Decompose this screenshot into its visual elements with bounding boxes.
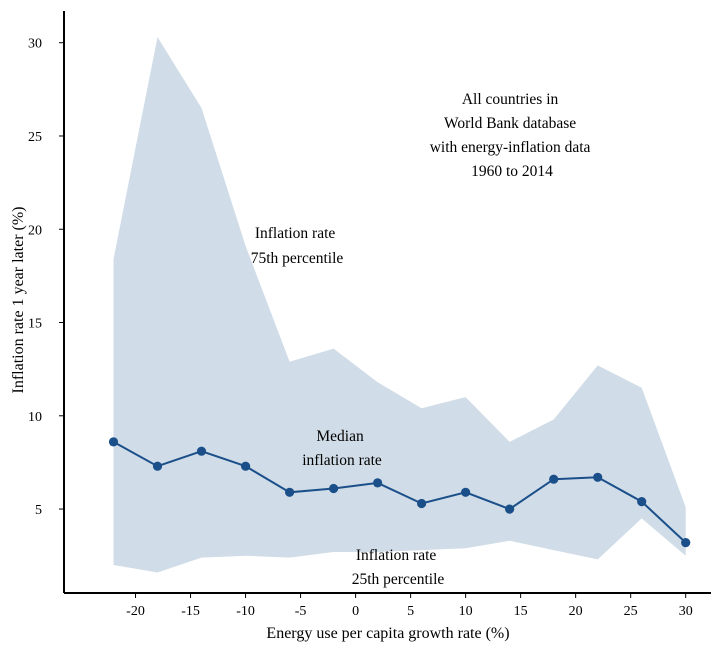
median-point bbox=[417, 498, 427, 509]
median-point bbox=[196, 446, 207, 456]
median-point bbox=[329, 483, 339, 494]
y-tick-label: 30 bbox=[28, 37, 42, 52]
median-point bbox=[681, 538, 691, 548]
median-point bbox=[241, 461, 251, 471]
annotation-source: All countries in World Bank database wit… bbox=[430, 91, 595, 180]
annotation-median: Median inflation rate bbox=[302, 428, 382, 469]
median-point bbox=[637, 497, 647, 507]
y-tick-label: 15 bbox=[28, 317, 42, 332]
x-tick-label: 25 bbox=[624, 604, 638, 619]
median-line-layer bbox=[113, 441, 687, 544]
x-tick-label: 10 bbox=[459, 604, 473, 619]
median-point bbox=[593, 472, 603, 482]
annotation-25th-percentile: Inflation rate 25th percentile bbox=[352, 547, 445, 588]
x-tick-label: -20 bbox=[126, 604, 145, 619]
median-point bbox=[373, 478, 383, 488]
x-tick-label: 30 bbox=[679, 604, 693, 619]
x-tick-label: -5 bbox=[295, 604, 307, 619]
percentile-band bbox=[113, 37, 686, 573]
annotation-75th-percentile: Inflation rate 75th percentile bbox=[251, 225, 344, 267]
y-tick-label: 5 bbox=[35, 503, 42, 518]
x-tick-label: 20 bbox=[569, 604, 583, 619]
y-tick-label: 25 bbox=[28, 130, 42, 145]
x-tick-label: 0 bbox=[352, 604, 359, 619]
median-point bbox=[549, 474, 559, 484]
median-point bbox=[505, 504, 515, 514]
median-line bbox=[113, 441, 687, 544]
x-tick-label: -10 bbox=[236, 604, 255, 619]
x-tick-label: 15 bbox=[514, 604, 528, 619]
y-tick-label: 10 bbox=[28, 410, 42, 425]
percentile-band-layer bbox=[113, 37, 686, 573]
x-tick-label: -15 bbox=[181, 604, 200, 619]
x-tick-label: 5 bbox=[407, 604, 414, 619]
x-axis-title: Energy use per capita growth rate (%) bbox=[266, 625, 509, 642]
median-point bbox=[285, 487, 295, 497]
y-tick-label: 20 bbox=[28, 223, 42, 238]
median-point bbox=[108, 437, 119, 447]
median-point bbox=[461, 487, 471, 497]
median-point bbox=[152, 461, 163, 471]
y-axis-title: Inflation rate 1 year later (%) bbox=[10, 206, 27, 393]
axes: -20 -15 -10 -5 0 5 10 15 20 25 30 5 10 15 20 25 30 bbox=[28, 11, 711, 619]
median-marker-layer bbox=[108, 437, 691, 548]
